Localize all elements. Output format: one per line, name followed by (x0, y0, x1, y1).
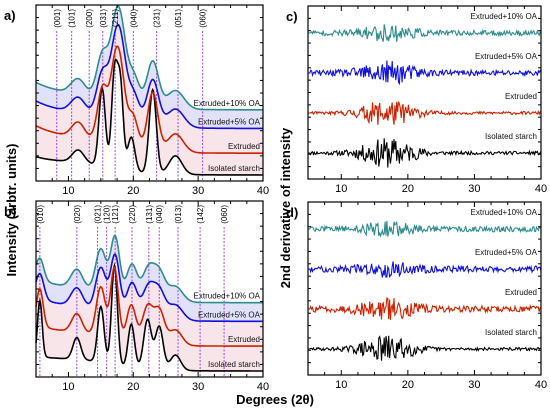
series-label: Extruded+10% OA (194, 99, 261, 108)
band-shade (36, 265, 263, 371)
series-layer (35, 5, 542, 372)
x-tick-label: 30 (192, 381, 204, 393)
x-tick-label: 20 (402, 379, 414, 391)
panel-label: c) (286, 9, 298, 24)
series-line-isolated (308, 138, 542, 168)
x-tick-label: 40 (257, 381, 269, 393)
series-label: Extruded (505, 288, 537, 297)
x-tick-label: 10 (62, 185, 74, 197)
reflection-label: (060) (220, 205, 229, 224)
series-label: Extruded+5% OA (475, 248, 538, 257)
x-tick-label: 20 (127, 185, 139, 197)
frame-layer (35, 4, 542, 378)
series-label: Isolated starch (208, 164, 260, 173)
panel-label: a) (4, 8, 16, 23)
reflection-label: (060) (199, 9, 208, 28)
series-label: Extruded+5% OA (198, 310, 261, 319)
series-line-isolated (308, 335, 542, 361)
series-label: Extruded (228, 142, 260, 151)
series-label: Extruded (228, 335, 260, 344)
series-line-isolated (35, 58, 263, 176)
series-line-oa5 (35, 253, 263, 323)
x-tick-label: 30 (468, 183, 480, 195)
reflection-label: (121) (111, 205, 120, 224)
reflection-label: (013) (174, 205, 183, 224)
reflection-label: (040) (155, 205, 164, 224)
x-tick-label: 10 (335, 379, 347, 391)
x-tick-label: 40 (257, 185, 269, 197)
reflection-label: (120) (103, 205, 112, 224)
series-line-extruded (35, 266, 263, 347)
x-tick-label: 40 (535, 183, 547, 195)
reflection-label: (040) (129, 9, 138, 28)
y-axis-label-right: 2nd derivative of intensity (278, 127, 293, 288)
panel-c (307, 5, 542, 180)
series-label: Extruded+10% OA (471, 208, 538, 217)
x-tick-label: 30 (468, 379, 480, 391)
series-line-oa10 (35, 5, 263, 111)
reflection-label: (131) (145, 205, 154, 224)
x-tick-label: 10 (335, 183, 347, 195)
series-line-oa10 (308, 220, 542, 238)
reflection-label: (021) (94, 205, 103, 224)
series-label: Extruded (505, 92, 537, 101)
reflection-label: (010) (36, 205, 45, 224)
series-line-oa10 (308, 24, 542, 42)
series-line-oa5 (308, 60, 542, 86)
reflection-label: (200) (85, 9, 94, 28)
series-line-extruded (35, 45, 263, 154)
reflection-label: (142) (196, 205, 205, 224)
series-line-extruded (308, 101, 542, 125)
series-line-oa10 (35, 234, 263, 304)
series-label: Extruded+10% OA (471, 12, 538, 21)
band-shade (36, 24, 263, 154)
series-label: Extruded+10% OA (194, 292, 261, 301)
panel-a (35, 4, 264, 182)
y-axis-label-left: Intensity (arbtr. units) (4, 144, 19, 277)
series-label: Isolated starch (208, 360, 260, 369)
series-line-isolated (35, 262, 263, 372)
panel-d (307, 201, 542, 376)
reflection-label: (220) (128, 205, 137, 224)
series-line-oa5 (35, 23, 263, 130)
x-tick-label: 30 (192, 185, 204, 197)
reflection-label: (211) (111, 9, 120, 27)
reflection-label: (101) (68, 9, 77, 28)
series-line-oa5 (308, 261, 542, 279)
text-layer: (001) (101) (200) (031) (211) (040) (231) (051)… (4, 8, 547, 393)
panel-label: b) (4, 204, 16, 219)
series-label: Extruded+5% OA (198, 117, 261, 126)
series-label: Extruded+5% OA (475, 52, 538, 61)
series-line-extruded (308, 297, 542, 320)
panel-b (35, 200, 264, 378)
series-label: Isolated starch (485, 132, 537, 141)
panel-label: d) (286, 205, 298, 220)
x-axis-label: Degrees (2θ) (236, 392, 314, 407)
x-tick-label: 20 (127, 381, 139, 393)
reflection-label: (231) (153, 9, 162, 28)
series-label: Isolated starch (485, 328, 537, 337)
x-tick-label: 20 (402, 183, 414, 195)
band-shade (36, 235, 263, 322)
x-tick-label: 40 (535, 379, 547, 391)
reflection-label: (051) (174, 9, 183, 28)
x-tick-label: 10 (62, 381, 74, 393)
reflection-label: (001) (53, 9, 62, 28)
reflection-label: (020) (73, 205, 82, 224)
reflection-label: (031) (99, 9, 108, 28)
